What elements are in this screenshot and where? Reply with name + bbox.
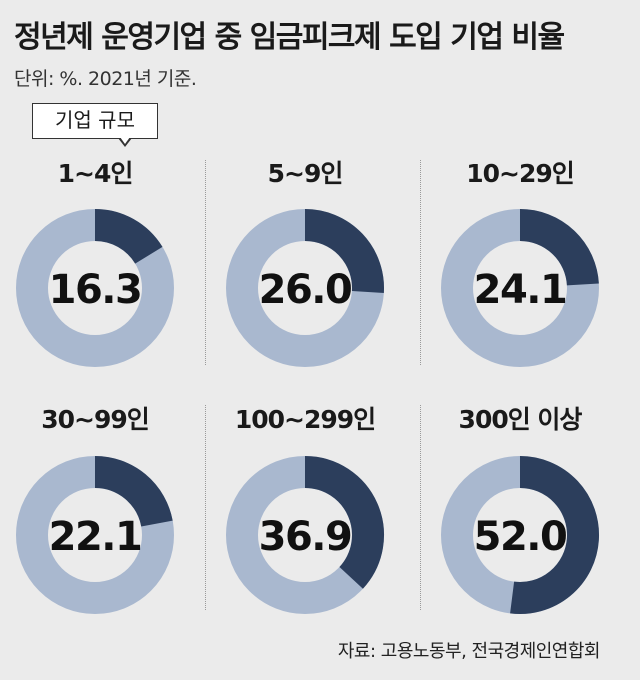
divider-line <box>205 160 206 365</box>
donut-segment <box>510 456 599 614</box>
divider-line <box>205 405 206 610</box>
callout-tail-fill <box>120 137 130 144</box>
value-label: 52.0 <box>474 514 567 560</box>
value-label: 36.9 <box>259 514 352 560</box>
category-label: 30~99인 <box>41 405 149 434</box>
value-label: 22.1 <box>49 514 142 560</box>
unit-note: 단위: %. 2021년 기준. <box>14 68 197 90</box>
category-label: 300인 이상 <box>459 405 583 434</box>
donut-segment <box>519 209 599 287</box>
category-label: 1~4인 <box>58 159 133 188</box>
size-callout: 기업 규모 <box>32 103 158 139</box>
donut-segment <box>94 209 163 265</box>
value-label: 24.1 <box>474 267 567 313</box>
category-label: 5~9인 <box>268 159 343 188</box>
donut-segment <box>94 456 173 528</box>
category-label: 100~299인 <box>235 405 375 434</box>
value-label: 26.0 <box>259 267 352 313</box>
chart-title: 정년제 운영기업 중 임금피크제 도입 기업 비율 <box>14 20 565 55</box>
donut-segment <box>304 456 384 589</box>
donut-segment <box>304 209 384 293</box>
source-note: 자료: 고용노동부, 전국경제인연합회 <box>337 641 601 662</box>
category-label: 10~29인 <box>466 159 574 188</box>
value-label: 16.3 <box>49 267 142 313</box>
divider-line <box>420 160 421 365</box>
divider-line <box>420 405 421 610</box>
